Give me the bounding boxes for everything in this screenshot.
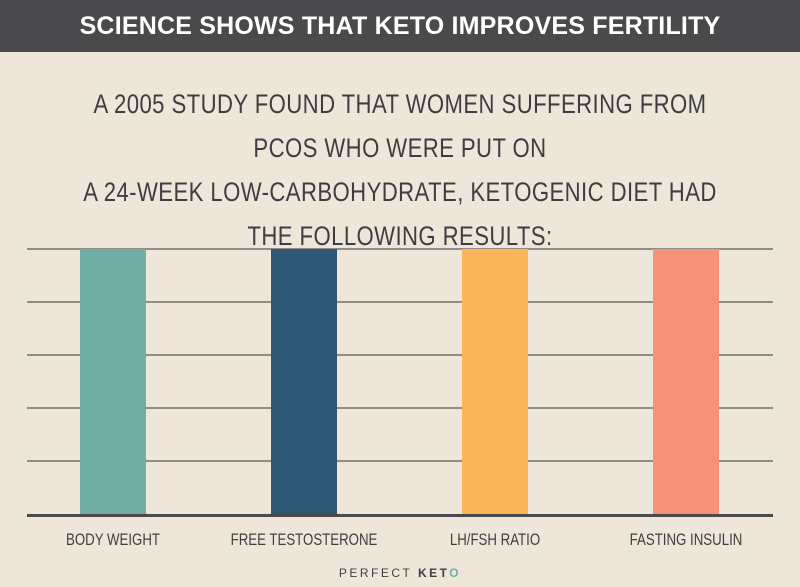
bar-free-testosterone	[271, 249, 337, 514]
header-banner: SCIENCE SHOWS THAT KETO IMPROVES FERTILI…	[0, 0, 800, 52]
logo-text-keto: KET	[418, 566, 450, 580]
subtitle-line-1: A 2005 study found that women suffering …	[93, 89, 707, 163]
bar-fasting-insulin	[653, 249, 719, 514]
header-title: SCIENCE SHOWS THAT KETO IMPROVES FERTILI…	[79, 11, 721, 40]
subtitle: A 2005 study found that women suffering …	[72, 82, 728, 258]
x-tick-label: BODY WEIGHT	[66, 531, 160, 550]
x-tick-label: LH/FSH RATIO	[450, 531, 540, 550]
logo-text-o: O	[449, 566, 462, 580]
bar-body-weight	[80, 249, 146, 514]
subtitle-line-2: a 24-week low-carbohydrate, ketogenic di…	[83, 177, 717, 251]
x-tick-label: FASTING INSULIN	[630, 531, 743, 550]
bar-lh-fsh-ratio	[462, 249, 528, 514]
x-tick-label: FREE TESTOSTERONE	[231, 531, 378, 550]
perfect-keto-logo: PERFECT KETO	[0, 566, 800, 580]
logo-text-perfect: PERFECT	[338, 566, 413, 580]
